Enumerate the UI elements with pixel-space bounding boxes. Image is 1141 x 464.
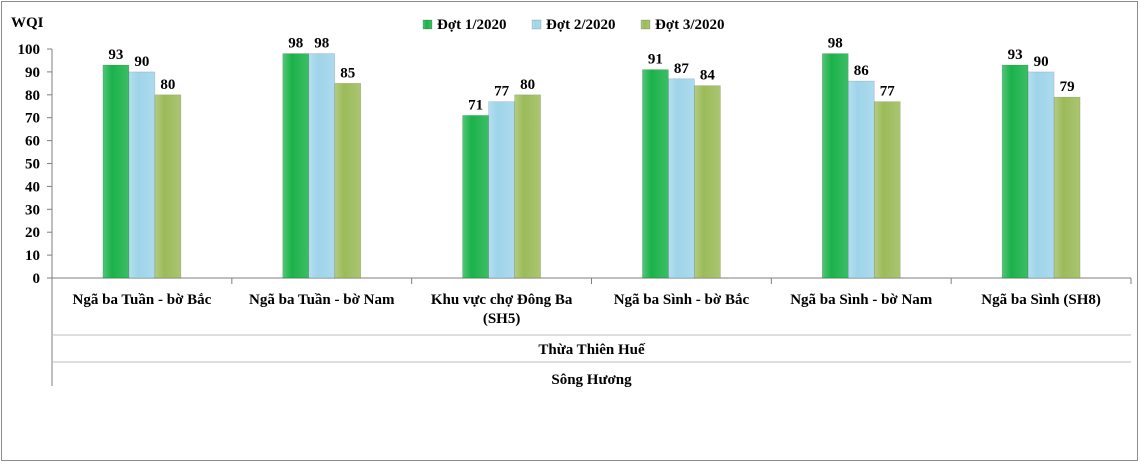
y-tick-label: 60	[25, 134, 40, 150]
y-tick-label: 70	[25, 111, 40, 127]
data-label: 86	[854, 63, 870, 79]
legend-swatch-1	[422, 19, 433, 30]
category-label: Ngã ba Tuần - bờ Bắc	[73, 292, 212, 308]
data-label: 98	[288, 36, 303, 52]
bar-series-2	[128, 71, 156, 279]
bar-series-2	[488, 101, 515, 279]
data-label: 80	[160, 77, 175, 93]
category-label: Ngã ba Sình (SH8)	[981, 292, 1101, 308]
data-label: 87	[674, 61, 690, 77]
legend-swatch-3	[640, 19, 651, 30]
bar-series-1	[462, 115, 489, 279]
bar-series-3	[873, 101, 901, 279]
y-axis-label: WQI	[11, 15, 44, 31]
y-tick-label: 40	[25, 179, 40, 195]
legend-label-3: Đợt 3/2020	[655, 17, 725, 33]
bar-series-3	[514, 94, 541, 279]
bar-series-2	[308, 53, 336, 279]
y-tick-label: 100	[18, 42, 41, 58]
bar-series-1	[1001, 64, 1029, 279]
bar-series-1	[821, 53, 849, 279]
data-label: 93	[108, 47, 123, 63]
bar-series-1	[282, 53, 310, 279]
bar-series-1	[642, 69, 669, 279]
category-label: (SH5)	[483, 311, 521, 327]
category-label: Ngã ba Sình - bờ Nam	[790, 292, 933, 308]
data-label: 80	[520, 77, 535, 93]
y-tick-label: 80	[25, 88, 40, 104]
category-label: Ngã ba Sình - bờ Bắc	[614, 292, 750, 308]
y-tick-label: 90	[25, 65, 40, 81]
data-label: 79	[1060, 79, 1075, 95]
legend-swatch-2	[531, 19, 542, 30]
data-label: 84	[700, 68, 716, 84]
data-label: 98	[314, 36, 329, 52]
data-label: 85	[340, 65, 355, 81]
bar-series-1	[102, 64, 130, 279]
group-label-river: Sông Hương	[551, 372, 632, 388]
data-label: 91	[648, 52, 663, 68]
y-tick-label: 30	[25, 202, 40, 218]
group-label-province: Thừa Thiên Huế	[538, 342, 646, 358]
y-tick-label: 50	[25, 157, 40, 173]
bar-series-2	[1027, 71, 1055, 279]
bar-series-2	[668, 78, 695, 279]
bar-series-3	[1053, 96, 1081, 279]
bar-series-3	[334, 83, 362, 279]
data-label: 71	[468, 97, 483, 113]
data-label: 90	[134, 54, 149, 70]
y-tick-label: 10	[25, 248, 40, 264]
legend-label-1: Đợt 1/2020	[437, 17, 507, 33]
data-label: 77	[880, 84, 896, 100]
category-label: Ngã ba Tuần - bờ Nam	[249, 292, 395, 308]
y-tick-label: 20	[25, 225, 40, 241]
data-label: 90	[1034, 54, 1049, 70]
y-tick-label: 0	[33, 271, 41, 287]
data-label: 77	[494, 84, 510, 100]
legend-label-2: Đợt 2/2020	[546, 17, 616, 33]
bar-series-2	[847, 80, 875, 279]
category-label: Khu vực chợ Đông Ba	[431, 292, 573, 308]
bar-series-3	[694, 85, 721, 279]
data-label: 98	[828, 36, 843, 52]
bar-series-3	[154, 94, 182, 279]
data-label: 93	[1008, 47, 1023, 63]
